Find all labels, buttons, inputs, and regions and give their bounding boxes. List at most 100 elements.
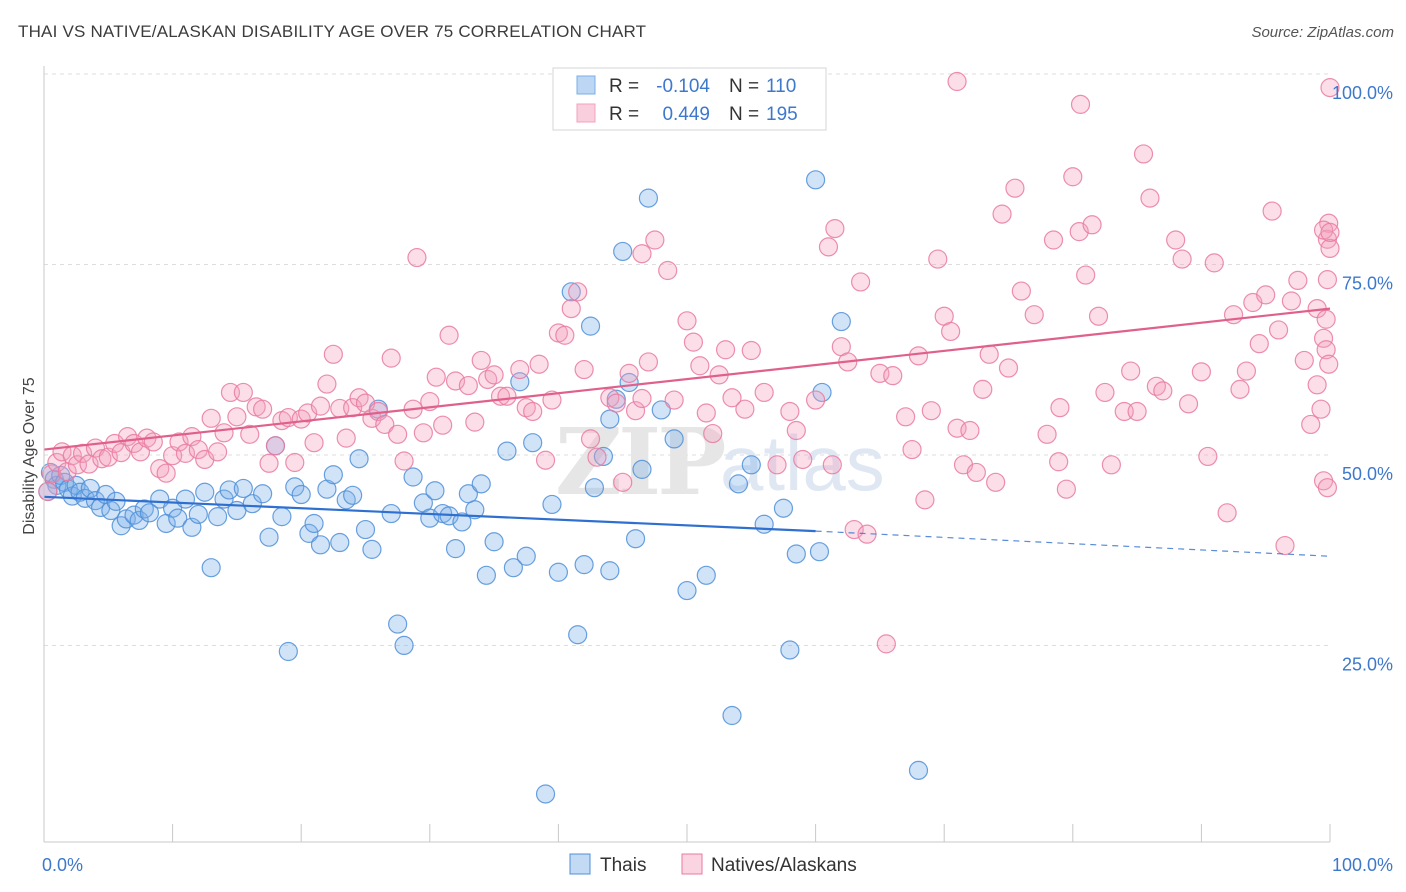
data-point bbox=[92, 449, 112, 469]
data-point bbox=[1088, 306, 1109, 326]
data-point bbox=[278, 641, 298, 662]
data-point bbox=[1223, 305, 1244, 325]
data-point bbox=[966, 462, 986, 483]
data-point bbox=[979, 344, 999, 364]
data-point bbox=[143, 432, 163, 452]
data-point bbox=[403, 467, 423, 487]
data-point bbox=[253, 399, 273, 419]
legend-label: Thais bbox=[600, 855, 646, 876]
data-point bbox=[219, 480, 239, 500]
data-point bbox=[986, 472, 1006, 492]
data-point bbox=[876, 634, 896, 654]
data-point bbox=[394, 635, 414, 656]
data-point bbox=[896, 407, 916, 427]
watermark-zip: ZIP bbox=[555, 408, 724, 516]
axis-layer: 25.0% 50.0% 75.0% 100.0% 0.0% 100.0% Disabilit… bbox=[21, 66, 1393, 875]
data-point bbox=[1037, 424, 1057, 444]
data-point bbox=[1166, 230, 1186, 250]
data-point bbox=[683, 332, 704, 352]
data-point bbox=[613, 241, 633, 262]
data-point bbox=[124, 505, 144, 525]
data-point bbox=[208, 442, 228, 462]
stats-legend-box bbox=[552, 67, 827, 131]
data-point bbox=[439, 325, 459, 345]
data-point bbox=[484, 532, 504, 552]
data-point bbox=[175, 443, 196, 463]
data-point bbox=[619, 363, 639, 383]
data-point bbox=[793, 449, 813, 470]
data-point bbox=[542, 494, 562, 515]
data-point bbox=[584, 478, 605, 498]
data-point bbox=[568, 282, 588, 302]
x-tick-label: 0.0% bbox=[42, 855, 83, 875]
data-point bbox=[304, 433, 324, 453]
series-1 bbox=[38, 71, 1340, 654]
data-point bbox=[1140, 188, 1160, 208]
data-point bbox=[433, 415, 453, 435]
data-point bbox=[722, 705, 742, 726]
data-point bbox=[134, 499, 154, 519]
stats-swatch bbox=[576, 75, 596, 95]
data-point bbox=[349, 449, 369, 469]
data-point bbox=[323, 465, 343, 485]
data-point bbox=[1076, 265, 1096, 285]
data-point bbox=[1005, 178, 1025, 198]
data-point bbox=[1249, 334, 1269, 354]
data-point bbox=[786, 544, 806, 564]
data-point bbox=[651, 400, 671, 420]
data-point bbox=[1319, 354, 1339, 374]
data-point bbox=[310, 535, 331, 555]
data-point bbox=[883, 366, 903, 386]
data-point bbox=[139, 503, 160, 523]
data-point bbox=[375, 414, 395, 435]
data-point bbox=[1313, 328, 1334, 348]
data-point bbox=[580, 429, 601, 449]
data-point bbox=[1320, 222, 1340, 242]
data-point bbox=[638, 352, 659, 372]
data-point bbox=[445, 371, 466, 391]
data-point bbox=[574, 359, 594, 380]
data-point bbox=[336, 428, 356, 448]
data-point bbox=[497, 441, 517, 461]
data-point bbox=[1133, 144, 1154, 164]
data-point bbox=[529, 354, 549, 374]
data-point bbox=[285, 452, 305, 473]
data-point bbox=[535, 450, 556, 470]
data-point bbox=[388, 424, 408, 444]
stats-n-label: N = bbox=[729, 104, 759, 125]
legend-layer: R = -0.104 N = 110 R = 0.449 N = 195 Thais Native… bbox=[552, 67, 857, 876]
data-point bbox=[580, 316, 601, 336]
data-point bbox=[1172, 249, 1192, 269]
data-point bbox=[664, 390, 684, 410]
data-point bbox=[523, 433, 543, 453]
data-point bbox=[426, 367, 446, 387]
data-point bbox=[407, 247, 427, 268]
data-point bbox=[291, 484, 311, 505]
data-point bbox=[947, 71, 967, 92]
data-point bbox=[465, 500, 485, 520]
data-point bbox=[1275, 535, 1295, 556]
data-point bbox=[1317, 478, 1338, 498]
data-point bbox=[1082, 215, 1102, 235]
data-point bbox=[741, 455, 761, 475]
data-point bbox=[195, 482, 215, 502]
data-point bbox=[1070, 94, 1091, 114]
data-point bbox=[754, 382, 774, 403]
data-point bbox=[535, 784, 556, 804]
data-point bbox=[1191, 362, 1212, 382]
data-point bbox=[632, 459, 652, 479]
data-point bbox=[471, 474, 491, 494]
data-point bbox=[1268, 320, 1289, 340]
data-point bbox=[600, 409, 620, 429]
data-point bbox=[240, 424, 260, 444]
data-point bbox=[548, 562, 569, 582]
data-point bbox=[129, 510, 149, 531]
data-point bbox=[632, 244, 652, 264]
data-point bbox=[728, 474, 749, 494]
data-point bbox=[780, 640, 800, 660]
data-point bbox=[625, 529, 646, 549]
watermark-atlas: atlas bbox=[720, 419, 885, 507]
data-point bbox=[349, 388, 369, 408]
data-point bbox=[625, 401, 646, 421]
data-point bbox=[201, 558, 221, 578]
